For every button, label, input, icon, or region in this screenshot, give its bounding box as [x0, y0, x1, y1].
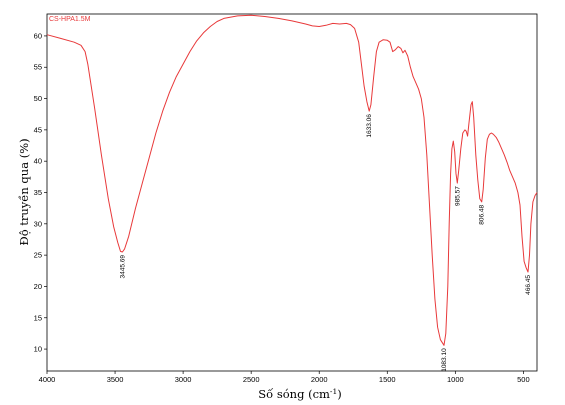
y-tick-label: 45	[34, 125, 42, 134]
y-tick-label: 35	[34, 188, 42, 197]
peak-label: 985.57	[454, 186, 461, 206]
x-tick-label: 1000	[447, 375, 464, 384]
x-tick-label: 1500	[379, 375, 396, 384]
y-tick-label: 25	[34, 251, 42, 260]
y-tick-label: 40	[34, 157, 42, 166]
y-axis-ticks: 10 15 20 25 30 35 40 45 50 55 60	[34, 31, 47, 354]
y-tick-label: 50	[34, 94, 42, 103]
x-tick-label: 500	[517, 375, 530, 384]
spectrum-line	[46, 14, 538, 346]
peak-label: 3445.69	[119, 255, 126, 279]
peak-label: 466.45	[525, 275, 532, 295]
x-tick-label: 3000	[175, 375, 192, 384]
peak-label: 1633.06	[366, 114, 373, 138]
x-tick-label: 3500	[107, 375, 124, 384]
y-tick-label: 10	[34, 345, 42, 354]
x-axis-title: Số sóng (cm-1)	[258, 387, 341, 401]
plot-frame	[46, 13, 538, 372]
x-tick-label: 4000	[39, 375, 56, 384]
x-tick-label: 2500	[243, 375, 260, 384]
y-tick-label: 60	[34, 31, 42, 40]
x-axis-title-sup: -1	[330, 387, 337, 396]
peak-label: 806.48	[479, 205, 486, 225]
peak-label: 1083.10	[441, 348, 448, 372]
y-tick-label: 15	[34, 313, 42, 322]
y-tick-label: 30	[34, 219, 42, 228]
y-axis-title: Độ truyền qua (%)	[17, 138, 31, 245]
peak-annotations: 3445.69 1633.06 1083.10 985.57 806.48 466.45	[119, 114, 532, 372]
y-tick-label: 55	[34, 63, 42, 72]
y-tick-label: 20	[34, 282, 42, 291]
x-axis-ticks: 4000 3500 3000 2500 2000 1500 1000 500	[39, 371, 530, 384]
x-axis-title-main: Số sóng (cm	[258, 387, 330, 401]
x-axis-title-close: )	[337, 387, 342, 401]
series-label: CS-HPA1.5M	[49, 16, 91, 23]
x-tick-label: 2000	[311, 375, 328, 384]
